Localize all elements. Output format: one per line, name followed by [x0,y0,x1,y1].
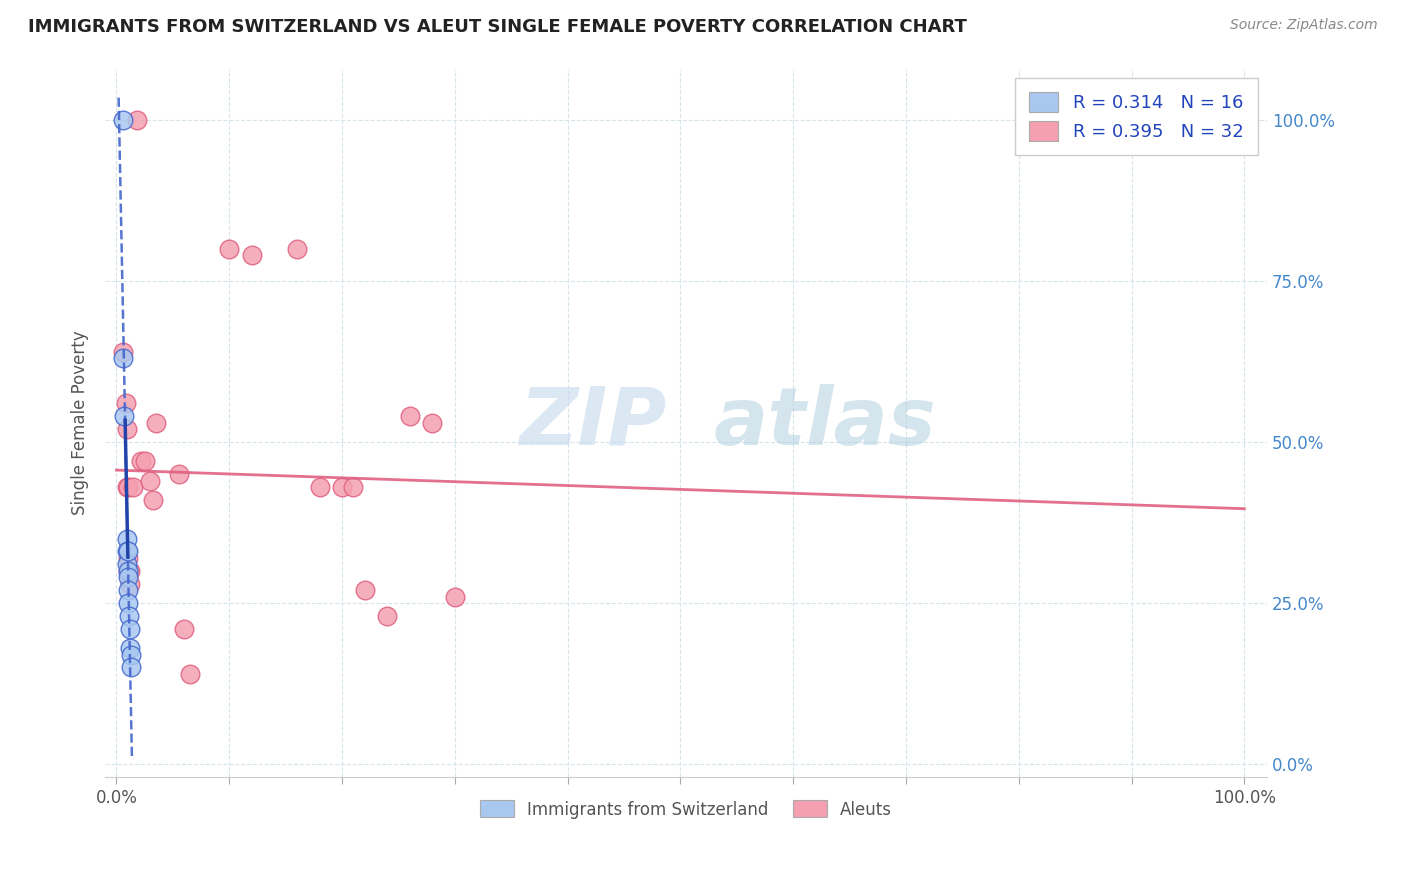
Point [112,409,135,424]
Point [117,583,139,598]
Point [122,480,145,494]
Text: Source: ZipAtlas.com: Source: ZipAtlas.com [1230,18,1378,32]
Point [120,648,142,662]
Point [118,576,141,591]
Point [240,248,263,262]
Point [115,480,138,494]
Point [118,564,141,578]
Point [118,622,141,636]
Point [118,564,141,578]
Point [118,608,141,623]
Point [353,583,375,598]
Point [142,493,165,508]
Point [218,242,240,256]
Point [118,641,141,656]
Point [114,396,136,410]
Point [145,416,167,430]
Point [444,590,467,604]
Legend: Immigrants from Switzerland, Aleuts: Immigrants from Switzerland, Aleuts [474,794,898,825]
Point [285,242,308,256]
Point [115,544,138,558]
Point [112,344,135,359]
Point [117,564,139,578]
Point [115,422,138,436]
Point [120,660,142,674]
Point [308,480,330,494]
Point [179,666,201,681]
Text: ZIP: ZIP [519,384,666,462]
Y-axis label: Single Female Poverty: Single Female Poverty [72,330,89,515]
Point [398,409,420,424]
Point [125,113,148,128]
Point [342,480,364,494]
Point [117,550,139,565]
Point [167,467,190,482]
Point [131,454,153,468]
Point [117,544,139,558]
Point [117,480,139,494]
Point [117,564,139,578]
Point [139,474,162,488]
Point [330,480,353,494]
Point [112,113,135,128]
Point [134,454,156,468]
Point [112,351,135,366]
Text: IMMIGRANTS FROM SWITZERLAND VS ALEUT SINGLE FEMALE POVERTY CORRELATION CHART: IMMIGRANTS FROM SWITZERLAND VS ALEUT SIN… [28,18,967,36]
Text: atlas: atlas [714,384,936,462]
Point [117,570,139,584]
Point [118,564,141,578]
Point [420,416,443,430]
Point [117,596,139,610]
Point [173,622,195,636]
Point [115,532,138,546]
Point [115,558,138,572]
Point [375,608,398,623]
